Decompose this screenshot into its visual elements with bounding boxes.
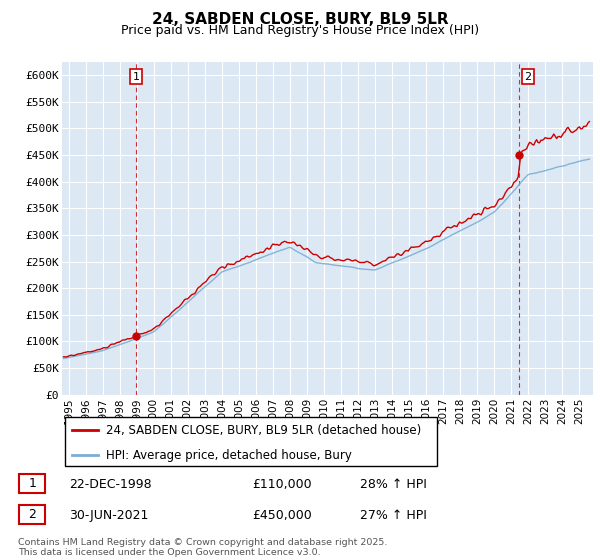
Text: Contains HM Land Registry data © Crown copyright and database right 2025.
This d: Contains HM Land Registry data © Crown c… xyxy=(18,538,388,557)
Text: £110,000: £110,000 xyxy=(252,478,311,491)
Text: 2: 2 xyxy=(524,72,532,82)
Text: 1: 1 xyxy=(133,72,140,82)
Text: £450,000: £450,000 xyxy=(252,508,312,522)
Text: 2: 2 xyxy=(28,508,37,521)
Text: 1: 1 xyxy=(28,477,37,491)
Text: 28% ↑ HPI: 28% ↑ HPI xyxy=(360,478,427,491)
Text: 27% ↑ HPI: 27% ↑ HPI xyxy=(360,508,427,522)
Text: 30-JUN-2021: 30-JUN-2021 xyxy=(69,508,148,522)
Text: 22-DEC-1998: 22-DEC-1998 xyxy=(69,478,152,491)
Text: HPI: Average price, detached house, Bury: HPI: Average price, detached house, Bury xyxy=(106,449,352,461)
Text: Price paid vs. HM Land Registry's House Price Index (HPI): Price paid vs. HM Land Registry's House … xyxy=(121,24,479,36)
Text: 24, SABDEN CLOSE, BURY, BL9 5LR: 24, SABDEN CLOSE, BURY, BL9 5LR xyxy=(152,12,448,27)
Text: 24, SABDEN CLOSE, BURY, BL9 5LR (detached house): 24, SABDEN CLOSE, BURY, BL9 5LR (detache… xyxy=(106,424,421,437)
